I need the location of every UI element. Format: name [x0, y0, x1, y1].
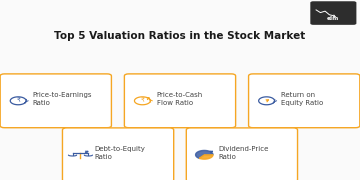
Polygon shape: [195, 150, 213, 158]
Polygon shape: [199, 155, 213, 159]
Text: Top 5 Valuation Ratios in the Stock Market: Top 5 Valuation Ratios in the Stock Mark…: [54, 31, 306, 41]
Text: Debt-to-Equity
Ratio: Debt-to-Equity Ratio: [95, 147, 146, 160]
Text: Dividend-Price
Ratio: Dividend-Price Ratio: [219, 147, 269, 160]
Text: elm: elm: [327, 16, 339, 21]
Text: Price-to-Earnings
Ratio: Price-to-Earnings Ratio: [33, 93, 92, 106]
Text: ₹: ₹: [16, 98, 20, 103]
FancyBboxPatch shape: [63, 128, 174, 180]
Text: Price-to-Cash
Flow Ratio: Price-to-Cash Flow Ratio: [157, 93, 203, 106]
Text: Return on
Equity Ratio: Return on Equity Ratio: [281, 93, 323, 106]
FancyBboxPatch shape: [0, 74, 112, 128]
Text: ₹: ₹: [140, 98, 144, 103]
FancyBboxPatch shape: [310, 1, 356, 25]
FancyBboxPatch shape: [186, 128, 298, 180]
FancyBboxPatch shape: [249, 74, 360, 128]
FancyBboxPatch shape: [125, 74, 236, 128]
